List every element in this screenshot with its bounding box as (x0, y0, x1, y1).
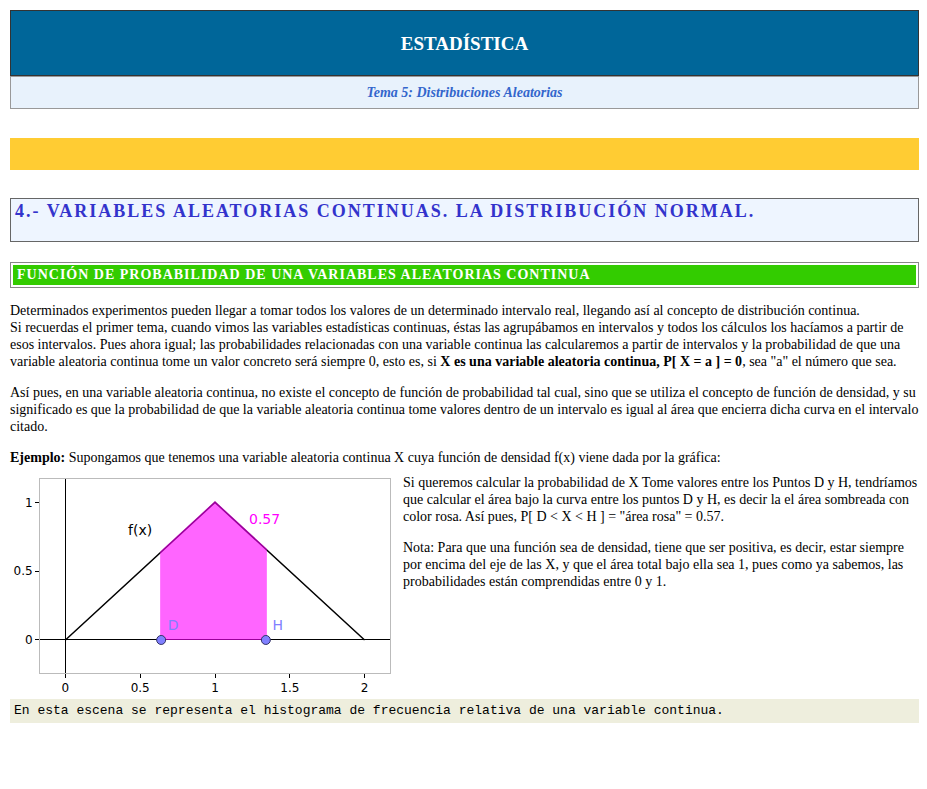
svg-text:0: 0 (25, 633, 33, 647)
html-text:4.- VARIABLES ALEATORIAS CONTI: 4.- VARIABLES ALEATORIAS CONTINUAS. LA D… (15, 201, 756, 221)
html-text:Así pues, en una variable alea: Así pues, en una variable aleatoria cont… (10, 385, 919, 434)
svg-text:0.5: 0.5 (131, 681, 150, 695)
html-text:Si recuerdas el primer tema, c: Si recuerdas el primer tema, cuando vimo… (10, 320, 904, 369)
html-text:Nota: Para que una función sea: Nota: Para que una función sea de densid… (403, 540, 904, 589)
svg-text:0.57: 0.57 (249, 511, 280, 527)
svg-text:D: D (168, 617, 179, 633)
svg-text:0: 0 (62, 681, 70, 695)
html-text:En esta escena se representa e: En esta escena se representa el histogra… (14, 703, 724, 718)
svg-text:1: 1 (25, 496, 33, 510)
html-text:ESTADÍSTICA: ESTADÍSTICA (400, 33, 529, 54)
svg-text:1: 1 (211, 681, 219, 695)
html-text:Ejemplo: Supongamos que tenemo: Ejemplo: Supongamos que tenemos una vari… (10, 450, 721, 465)
html-text:Si queremos calcular la probab: Si queremos calcular la probabilidad de … (403, 475, 918, 524)
svg-text:f(x): f(x) (128, 522, 152, 538)
svg-text:0.5: 0.5 (14, 564, 33, 578)
html-text:Tema 5: Distribuciones Aleator: Tema 5: Distribuciones Aleatorias (366, 85, 563, 100)
svg-text:1.5: 1.5 (280, 681, 299, 695)
svg-text:2: 2 (361, 681, 369, 695)
html-text:Determinados experimentos pued: Determinados experimentos pueden llegar … (10, 303, 860, 318)
svg-text:H: H (272, 617, 283, 633)
html-text:FUNCIÓN DE PROBABILIDAD DE UNA: FUNCIÓN DE PROBABILIDAD DE UNA VARIABLES… (17, 267, 591, 282)
